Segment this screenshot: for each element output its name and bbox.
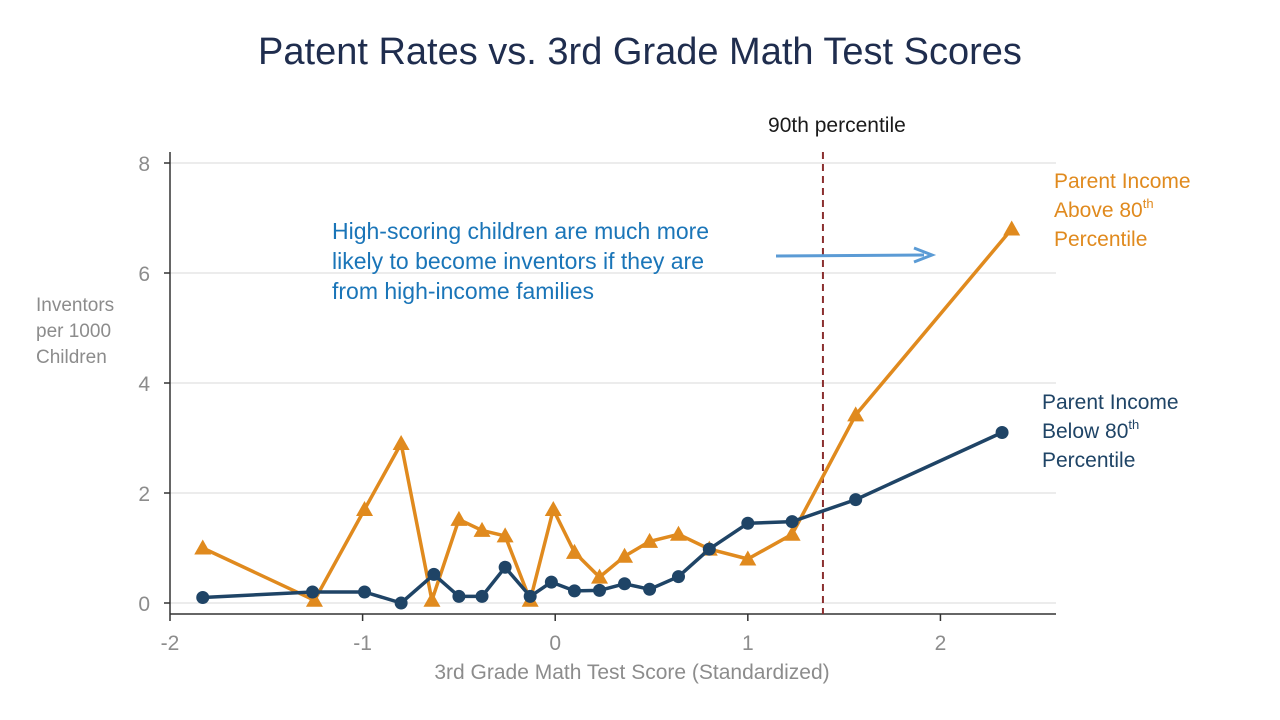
series-1-point-5 — [452, 589, 466, 603]
series-1-point-12 — [618, 577, 632, 591]
series-0-point-10 — [565, 543, 583, 559]
series-1-line — [202, 430, 1003, 605]
series-0-point-19 — [1003, 220, 1021, 236]
series-1-point-8 — [523, 589, 537, 603]
series-1-point-7 — [498, 560, 512, 574]
gridlines — [170, 162, 1056, 604]
annotation-line-1: High-scoring children are much more — [332, 218, 709, 244]
series-0-point-6 — [473, 521, 491, 537]
x-tick-labels: -2 -1 0 1 2 — [161, 632, 947, 655]
series-1-point-9 — [544, 575, 558, 589]
series-1-point-18 — [849, 493, 863, 507]
series-1-point-14 — [671, 570, 685, 584]
axes — [164, 152, 1056, 621]
x-tick-label-1: -1 — [353, 632, 372, 655]
legend-above-line-3: Percentile — [1054, 228, 1147, 251]
y-tick-label-3: 6 — [138, 263, 150, 286]
series-0-point-3 — [392, 435, 410, 450]
series-0-point-5 — [450, 510, 468, 526]
series-0-point-0 — [194, 539, 212, 555]
arrow-icon — [775, 246, 937, 264]
series-0-point-12 — [616, 547, 634, 563]
series-1-point-16 — [741, 516, 755, 530]
x-tick-label-0: -2 — [161, 632, 180, 655]
series-1-point-4 — [427, 567, 441, 581]
percentile-reference: 90th percentile — [768, 114, 906, 614]
series-0-point-14 — [669, 525, 687, 541]
series-1-point-17 — [785, 515, 799, 529]
series-0-point-1 — [305, 591, 323, 607]
series-0-point-17 — [783, 525, 801, 541]
series-1-point-15 — [702, 542, 716, 556]
series-1-point-10 — [567, 584, 581, 598]
x-axis-label: 3rd Grade Math Test Score (Standardized) — [434, 661, 829, 684]
legend-above-80th: Parent Income Above 80th Percentile — [1054, 170, 1191, 251]
series-0-point-13 — [641, 532, 659, 548]
annotation: High-scoring children are much more like… — [332, 218, 937, 304]
series-1-point-6 — [475, 589, 489, 603]
x-tick-label-2: 0 — [549, 632, 561, 655]
legend-above-line-1: Parent Income — [1054, 170, 1191, 193]
y-tick-labels: 0 2 4 6 8 — [138, 153, 150, 616]
y-tick-label-2: 4 — [138, 373, 150, 396]
series-0-line — [201, 227, 1014, 603]
ninetieth-percentile-label: 90th percentile — [768, 114, 906, 137]
series-1-point-2 — [358, 585, 372, 599]
series-0-point-7 — [496, 527, 514, 543]
y-tick-label-4: 8 — [138, 153, 150, 176]
legend-above-line-2: Above 80th — [1054, 196, 1154, 222]
y-axis-label-line-1: Inventors — [36, 295, 114, 316]
annotation-line-3: from high-income families — [332, 278, 594, 304]
series-0-point-11 — [591, 568, 609, 584]
legend-below-80th: Parent Income Below 80th Percentile — [1042, 391, 1179, 472]
series-0-point-4 — [423, 591, 441, 607]
series-0-point-9 — [544, 501, 562, 516]
series-1-point-11 — [593, 583, 607, 597]
y-tick-label-0: 0 — [138, 593, 150, 616]
legend-below-superscript: th — [1128, 417, 1139, 432]
legend-above-superscript: th — [1143, 196, 1154, 211]
y-axis-label-line-2: per 1000 — [36, 321, 111, 342]
series-1-point-13 — [643, 582, 657, 596]
series-0-point-2 — [356, 501, 374, 516]
annotation-line-2: likely to become inventors if they are — [332, 248, 704, 274]
legend-below-line-1: Parent Income — [1042, 391, 1179, 414]
chart-title: Patent Rates vs. 3rd Grade Math Test Sco… — [258, 31, 1022, 73]
series-1-point-0 — [196, 591, 210, 604]
x-tick-label-3: 1 — [742, 632, 754, 655]
x-tick-label-4: 2 — [935, 632, 947, 655]
y-tick-label-1: 2 — [138, 483, 150, 506]
series-1-point-3 — [394, 596, 408, 610]
series-1-point-19 — [995, 426, 1009, 439]
series-above-80th — [194, 220, 1021, 607]
y-axis-label-line-3: Children — [36, 347, 107, 368]
legend-below-line-3: Percentile — [1042, 449, 1135, 472]
legend-below-line-2: Below 80th — [1042, 417, 1139, 443]
series-below-80th — [196, 426, 1009, 610]
series-1-point-1 — [306, 585, 320, 599]
series-0-point-16 — [739, 550, 757, 566]
series-0-point-18 — [847, 406, 865, 422]
